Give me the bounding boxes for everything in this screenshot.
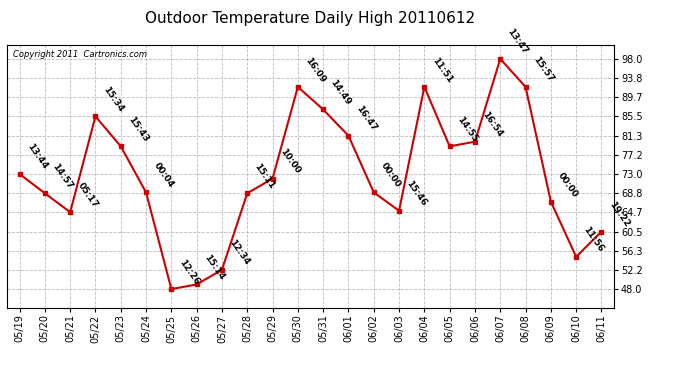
Text: 15:46: 15:46: [404, 179, 428, 208]
Text: 00:04: 00:04: [152, 161, 175, 190]
Text: 15:14: 15:14: [202, 253, 226, 282]
Text: 15:34: 15:34: [101, 85, 125, 114]
Text: 10:00: 10:00: [278, 147, 302, 176]
Text: 13:44: 13:44: [25, 142, 49, 171]
Text: Copyright 2011  Cartronics.com: Copyright 2011 Cartronics.com: [13, 50, 147, 59]
Text: 15:57: 15:57: [531, 56, 555, 84]
Text: 16:54: 16:54: [480, 110, 504, 139]
Text: Outdoor Temperature Daily High 20110612: Outdoor Temperature Daily High 20110612: [146, 11, 475, 26]
Text: 16:09: 16:09: [304, 56, 327, 84]
Text: 14:49: 14:49: [328, 78, 353, 107]
Text: 00:00: 00:00: [380, 161, 403, 190]
Text: 05:17: 05:17: [76, 181, 99, 209]
Text: 16:47: 16:47: [354, 104, 378, 133]
Text: 14:55: 14:55: [455, 115, 479, 144]
Text: 11:51: 11:51: [430, 56, 454, 84]
Text: 12:26: 12:26: [177, 258, 201, 286]
Text: 00:00: 00:00: [556, 171, 580, 199]
Text: 14:57: 14:57: [50, 162, 75, 190]
Text: 15:11: 15:11: [253, 162, 277, 190]
Text: 12:34: 12:34: [228, 238, 251, 267]
Text: 19:22: 19:22: [607, 200, 631, 229]
Text: 13:47: 13:47: [506, 27, 530, 56]
Text: 15:43: 15:43: [126, 115, 150, 144]
Text: 11:56: 11:56: [582, 225, 606, 254]
